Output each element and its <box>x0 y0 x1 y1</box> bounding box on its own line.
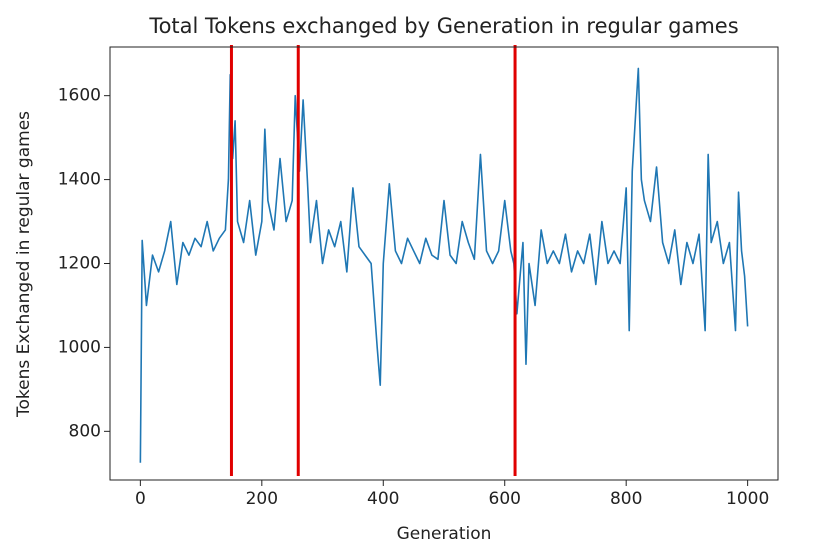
y-tick-label: 1200 <box>58 254 101 274</box>
y-tick-label: 1400 <box>58 170 101 190</box>
y-axis-label: Tokens Exchanged in regular games <box>14 111 34 418</box>
x-tick-label: 200 <box>246 489 278 509</box>
chart-title: Total Tokens exchanged by Generation in … <box>148 14 738 38</box>
data-line <box>139 67 749 463</box>
x-tick-label: 400 <box>367 489 399 509</box>
x-axis-label: Generation <box>397 524 492 544</box>
y-tick-label: 800 <box>69 421 101 441</box>
x-tick-label: 600 <box>489 489 521 509</box>
x-tick-label: 1000 <box>726 489 769 509</box>
y-tick-label: 1000 <box>58 337 101 357</box>
x-tick-label: 0 <box>135 489 146 509</box>
x-tick-label: 800 <box>610 489 642 509</box>
plot-frame <box>109 46 779 481</box>
y-tick-label: 1600 <box>58 86 101 106</box>
